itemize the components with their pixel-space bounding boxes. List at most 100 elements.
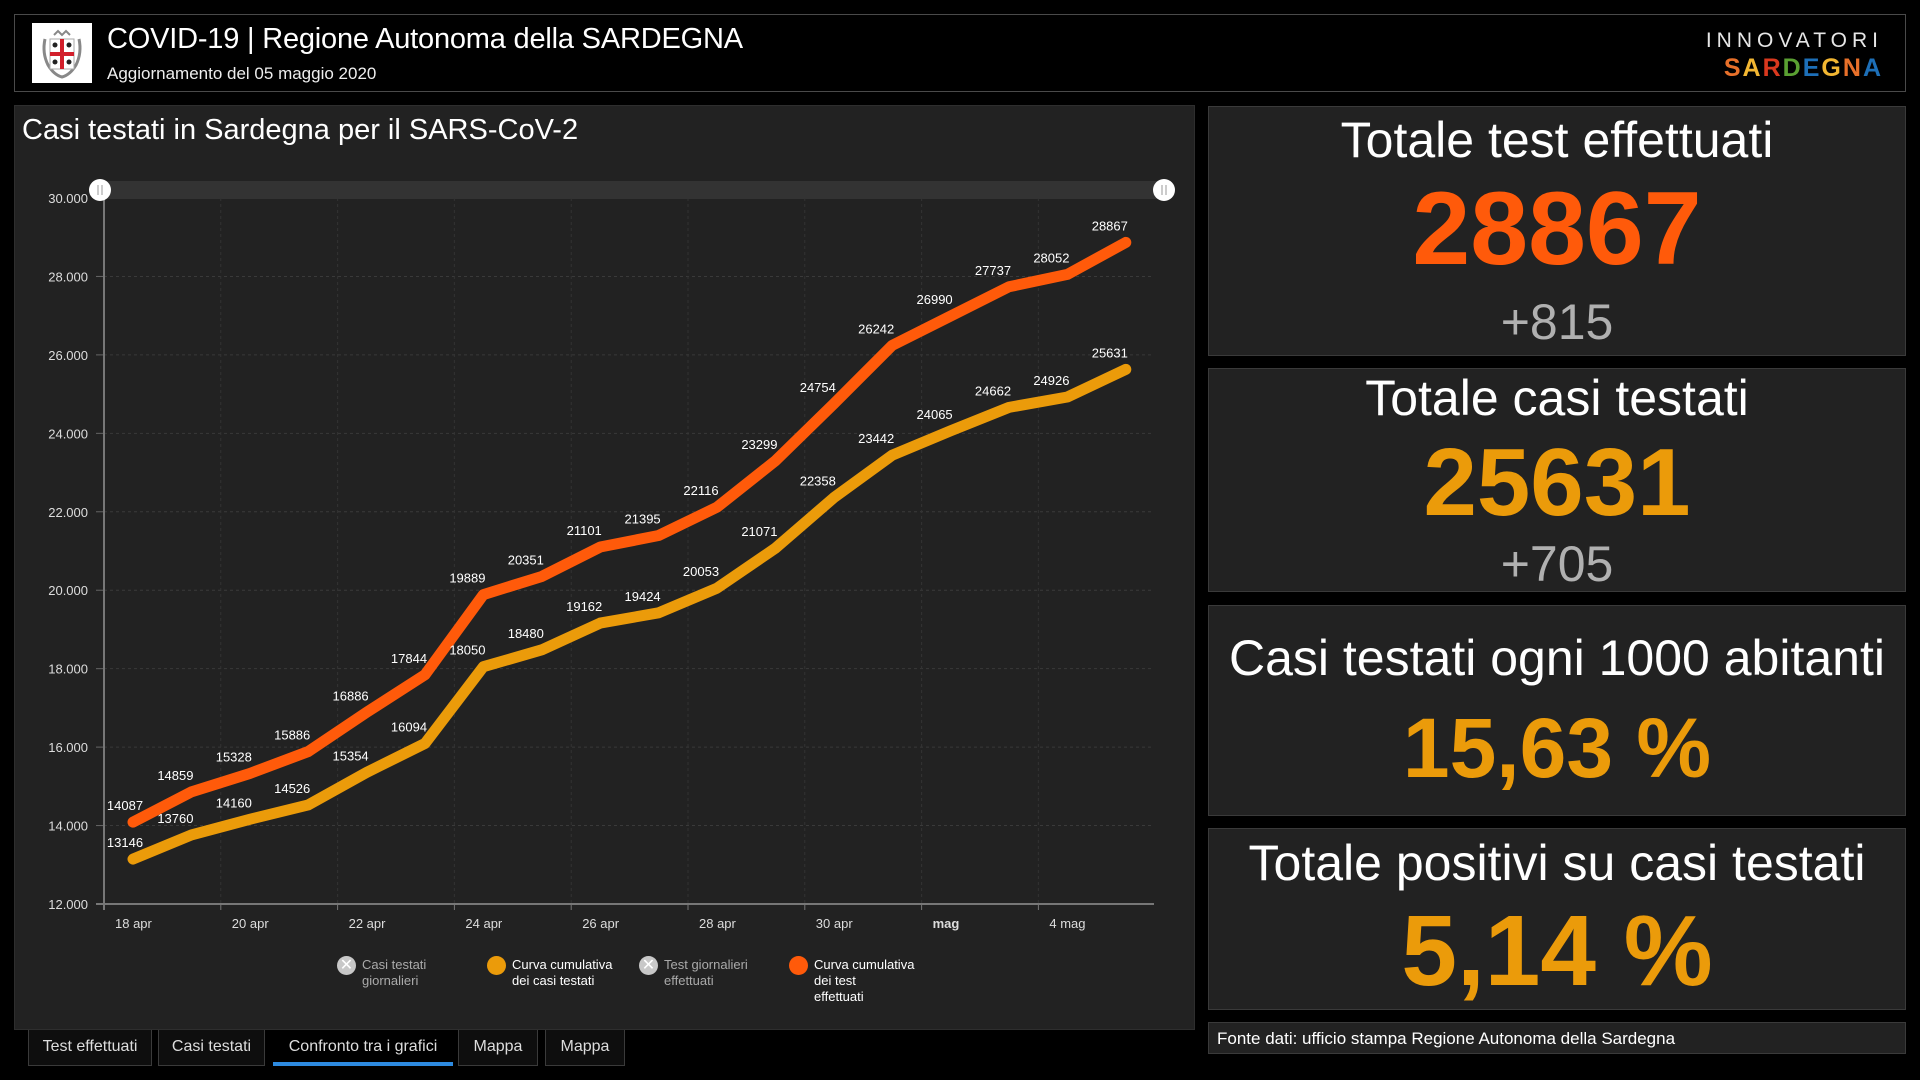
range-handle-end[interactable] — [1153, 179, 1175, 201]
data-point — [1008, 285, 1010, 288]
data-point — [774, 459, 777, 462]
data-point — [248, 772, 251, 775]
data-label: 27737 — [975, 263, 1011, 278]
data-point — [832, 402, 835, 405]
data-label: 15354 — [333, 748, 369, 763]
tab-mappa[interactable]: Mappa — [458, 1030, 538, 1066]
tab-test-effettuati[interactable]: Test effettuati — [28, 1030, 152, 1066]
data-label: 16886 — [333, 688, 369, 703]
positive-rate-card: Totale positivi su casi testati 5,14 % — [1208, 828, 1906, 1010]
card-title: Totale test effettuati — [1340, 112, 1774, 168]
data-label: 21101 — [567, 523, 602, 538]
data-label: 15328 — [216, 749, 252, 764]
x-tick-label: mag — [933, 916, 960, 931]
data-point — [1066, 396, 1069, 399]
data-label: 21071 — [741, 524, 777, 539]
y-tick-label: 22.000 — [48, 505, 88, 520]
legend-label: Test giornalieri effettuati — [664, 957, 748, 988]
data-label: 24662 — [975, 383, 1011, 398]
data-point — [365, 711, 368, 714]
y-tick-label: 18.000 — [48, 662, 88, 677]
innovatori-sardegna-logo: INNOVATORI SARDEGNA — [1706, 29, 1883, 83]
legend-hidden-x-icon: ✕ — [337, 956, 356, 975]
data-point — [657, 534, 660, 537]
brand-letter: R — [1762, 54, 1783, 82]
data-point — [774, 547, 777, 550]
y-tick-label: 30.000 — [48, 191, 88, 206]
data-point — [190, 833, 193, 836]
last-update: Aggiornamento del 05 maggio 2020 — [107, 64, 377, 83]
x-tick-label: 24 apr — [465, 916, 503, 931]
sardinia-coat-of-arms-icon — [32, 23, 92, 83]
data-label: 16094 — [391, 719, 427, 734]
y-tick-label: 26.000 — [48, 348, 88, 363]
data-point — [365, 771, 368, 774]
data-label: 18050 — [449, 643, 485, 658]
data-point — [716, 506, 718, 509]
data-point — [949, 315, 952, 318]
data-label: 19424 — [625, 589, 661, 604]
x-tick-label: 26 apr — [582, 916, 620, 931]
data-label: 14087 — [107, 798, 143, 813]
data-point — [540, 648, 543, 651]
legend-label: Casi testati giornalieri — [362, 957, 427, 988]
data-point — [1124, 368, 1127, 371]
data-point — [540, 575, 543, 578]
data-point — [190, 790, 193, 793]
card-delta: +815 — [1500, 294, 1614, 350]
y-tick-label: 20.000 — [48, 583, 88, 598]
x-tick-label: 18 apr — [115, 916, 153, 931]
data-point — [891, 344, 894, 347]
brand-letter: G — [1821, 54, 1843, 82]
data-point — [1124, 241, 1127, 244]
data-label: 17844 — [391, 651, 427, 666]
card-value: 5,14 % — [1401, 895, 1713, 1007]
data-label: 13760 — [157, 811, 193, 826]
data-label: 15886 — [274, 728, 310, 743]
tab-confronto-tra-i-grafici[interactable]: Confronto tra i grafici — [273, 1030, 453, 1066]
tab-casi-testati[interactable]: Casi testati — [158, 1030, 265, 1066]
y-tick-label: 28.000 — [48, 269, 88, 284]
total-tests-card: Totale test effettuati 28867 +815 — [1208, 106, 1906, 356]
series-line-cases — [127, 363, 1132, 865]
data-label: 21395 — [625, 512, 661, 527]
data-label: 25631 — [1092, 345, 1128, 360]
header: COVID-19 | Regione Autonoma della SARDEG… — [14, 14, 1906, 92]
range-handle-start[interactable] — [89, 179, 111, 201]
data-point — [132, 858, 134, 861]
data-point — [482, 665, 485, 668]
card-value: 25631 — [1423, 429, 1691, 536]
legend-swatch-icon — [789, 956, 808, 975]
range-slider-track[interactable] — [104, 181, 1168, 199]
card-value: 15,63 % — [1402, 701, 1712, 795]
data-label: 24754 — [800, 380, 836, 395]
tab-mappa[interactable]: Mappa — [545, 1030, 625, 1066]
data-label: 14859 — [157, 768, 193, 783]
legend-swatch-icon — [487, 956, 506, 975]
brand-letter: N — [1842, 54, 1863, 82]
total-cases-card: Totale casi testati 25631 +705 — [1208, 368, 1906, 592]
data-point — [657, 611, 660, 614]
chart-title: Casi testati in Sardegna per il SARS-CoV… — [22, 114, 579, 146]
x-tick-label: 4 mag — [1049, 916, 1085, 931]
data-point — [891, 454, 894, 457]
x-tick-label: 28 apr — [699, 916, 737, 931]
data-point — [599, 546, 602, 549]
brand-letter: S — [1723, 54, 1743, 82]
data-label: 18480 — [508, 626, 544, 641]
brand-bottom-text: SARDEGNA — [1706, 54, 1883, 83]
x-tick-label: 22 apr — [349, 916, 387, 931]
data-label: 28867 — [1092, 218, 1128, 233]
data-label: 26990 — [917, 292, 953, 307]
data-label: 14526 — [274, 781, 310, 796]
data-point — [716, 587, 718, 590]
legend-hidden-x-icon: ✕ — [639, 956, 658, 975]
cases-per-1000-card: Casi testati ogni 1000 abitanti 15,63 % — [1208, 605, 1906, 816]
card-title: Casi testati ogni 1000 abitanti — [1229, 630, 1885, 686]
brand-top-text: INNOVATORI — [1705, 29, 1883, 52]
y-tick-label: 16.000 — [48, 740, 88, 755]
brand-letter: A — [1742, 54, 1763, 82]
data-point — [482, 593, 485, 596]
data-label: 24926 — [1033, 373, 1069, 388]
line-chart: 12.000 14.000 16.000 18.000 20.000 22.000 24.0… — [48, 179, 1175, 931]
